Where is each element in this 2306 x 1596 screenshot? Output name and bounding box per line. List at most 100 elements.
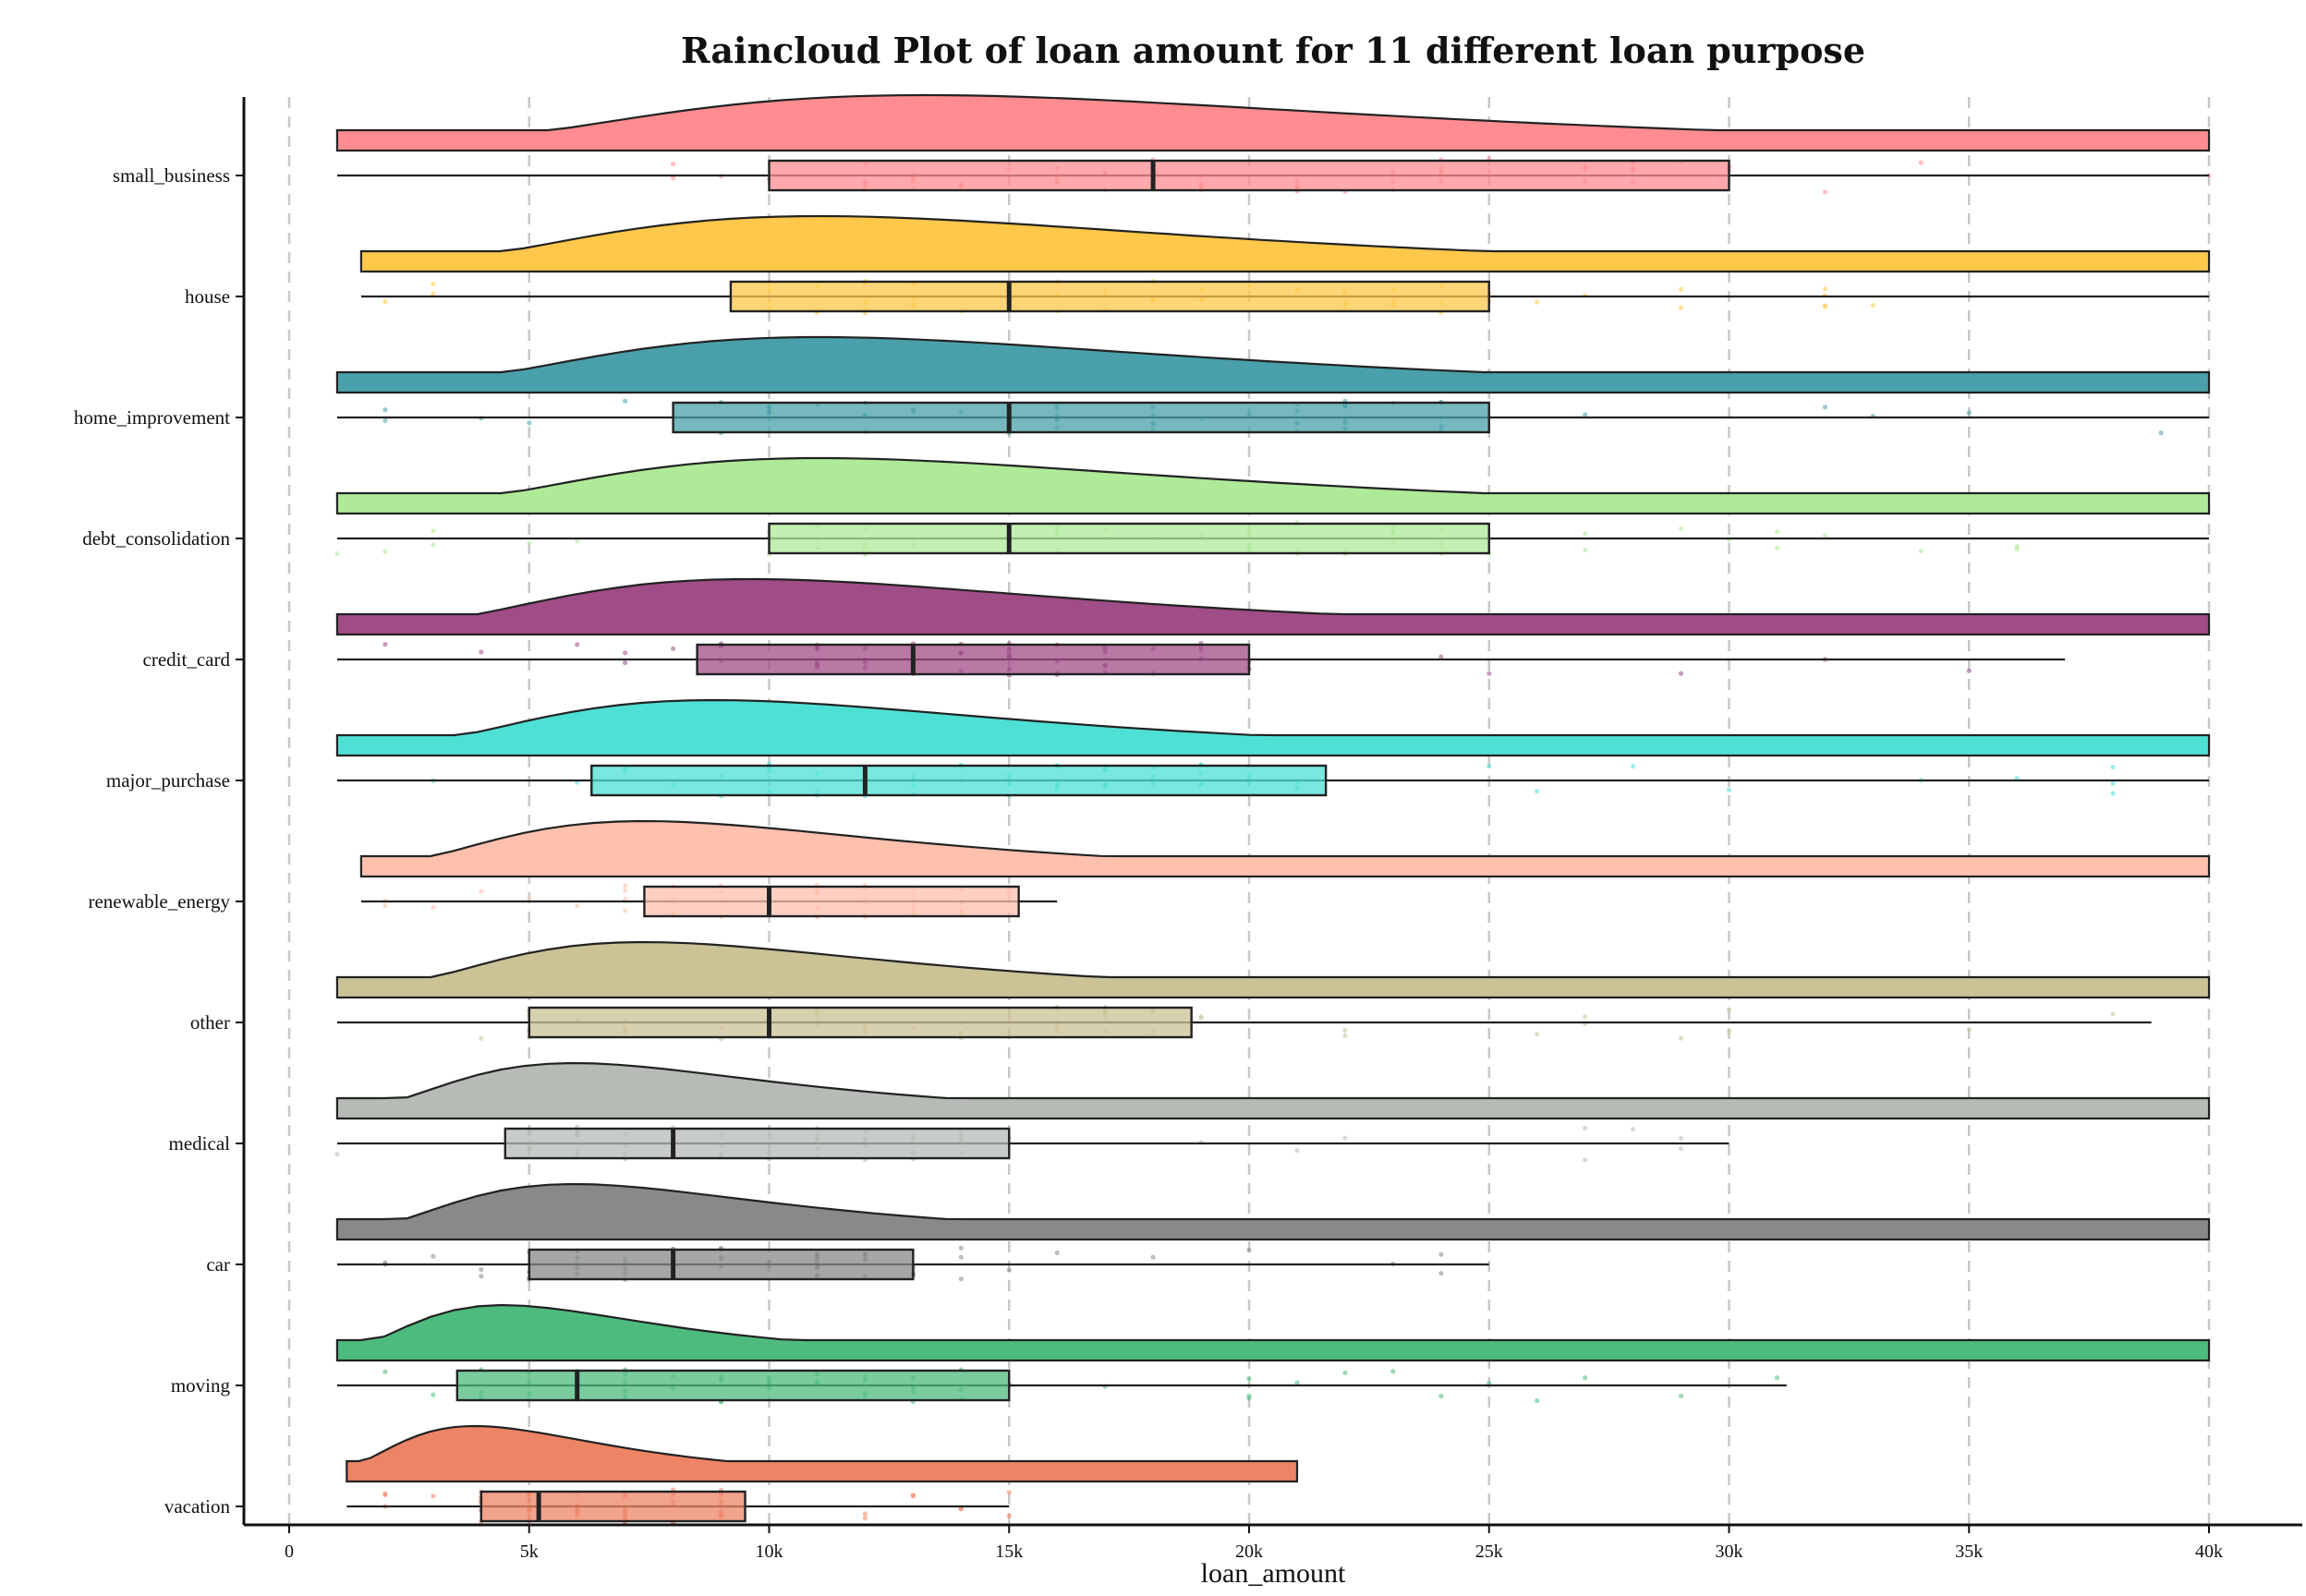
rain-point <box>1438 1394 1444 1399</box>
box-credit_card <box>696 643 1251 676</box>
rain-point <box>623 888 628 893</box>
rain-point <box>1438 654 1444 659</box>
rain-point <box>1774 1375 1780 1381</box>
density-cloud-vacation <box>346 1424 1299 1483</box>
rain-point <box>1678 286 1684 292</box>
rain-point <box>1583 412 1588 417</box>
rain-point <box>1342 1370 1348 1375</box>
rain-point <box>623 660 628 666</box>
rain-point <box>431 528 436 534</box>
rain-point <box>2158 430 2164 436</box>
rain-point <box>1246 1396 1252 1401</box>
category-label-credit_card: credit_card <box>143 648 231 671</box>
rain-point <box>382 642 388 647</box>
rain-point <box>1535 1397 1540 1404</box>
rain-point <box>431 282 436 287</box>
rain-point <box>1583 548 1588 553</box>
category-label-house: house <box>185 285 230 308</box>
rain-point <box>1294 1380 1300 1385</box>
rain-point <box>1150 1254 1156 1260</box>
box-other <box>528 1006 1193 1039</box>
rain-point <box>431 291 436 296</box>
rain-point <box>1631 1127 1636 1132</box>
rain-point <box>527 540 532 546</box>
rain-point <box>1774 545 1780 550</box>
rain-point <box>1870 302 1875 308</box>
rain-point <box>334 1152 340 1157</box>
rain-point <box>1726 1007 1732 1012</box>
box-renewable_energy <box>643 885 1020 918</box>
rain-point <box>1535 789 1540 794</box>
rain-point <box>1678 1393 1684 1398</box>
rain-point <box>2110 764 2116 770</box>
rain-point <box>1822 286 1827 292</box>
rain-point <box>1006 1513 1012 1518</box>
rain-point <box>623 908 628 913</box>
rain-point <box>1054 1250 1060 1255</box>
category-label-car: car <box>206 1253 230 1276</box>
x-tick-label-6: 30k <box>1716 1542 1743 1562</box>
density-cloud-renewable_energy <box>359 819 2211 878</box>
category-row-moving: moving <box>171 1303 2211 1405</box>
rain-point <box>1390 1369 1396 1374</box>
x-tick-label-7: 35k <box>1955 1542 1983 1562</box>
category-label-moving: moving <box>171 1374 231 1396</box>
rain-point <box>382 299 388 305</box>
rain-point <box>1342 1135 1348 1141</box>
rain-point <box>623 398 628 404</box>
category-row-vacation: vacation <box>164 1424 1299 1526</box>
category-row-renewable_energy: renewable_energy <box>88 819 2211 920</box>
rain-point <box>1726 1029 1732 1034</box>
rain-point <box>623 650 628 656</box>
rain-point <box>1583 531 1588 537</box>
x-axis-ticks: 0 5k 10k 15k 20k 25k 30k 35k 40k <box>285 1525 2223 1562</box>
x-tick-label-2: 10k <box>756 1542 783 1562</box>
rain-point <box>479 889 484 894</box>
axes <box>242 97 2302 1527</box>
density-cloud-house <box>359 214 2211 273</box>
rain-point <box>1006 1490 1012 1495</box>
rain-point <box>1583 1014 1588 1020</box>
box-vacation <box>479 1490 746 1523</box>
rain-point <box>1246 1247 1252 1252</box>
rain-point <box>382 549 388 554</box>
rain-point <box>1966 1027 1972 1033</box>
category-row-medical: medical <box>169 1061 2211 1163</box>
category-label-major_purchase: major_purchase <box>106 769 230 792</box>
rain-point <box>431 1392 436 1397</box>
rain-point <box>1342 1033 1348 1038</box>
rain-point <box>1246 1375 1252 1382</box>
box-moving <box>455 1369 1011 1402</box>
rain-point <box>1583 1125 1588 1131</box>
category-row-major_purchase: major_purchase <box>106 698 2211 799</box>
rain-point <box>1678 1146 1684 1152</box>
rain-point <box>1535 299 1540 305</box>
rain-point <box>431 1493 436 1499</box>
box-car <box>528 1248 915 1281</box>
density-cloud-car <box>335 1182 2211 1241</box>
rain-point <box>1487 763 1492 769</box>
rain-point <box>1631 764 1636 769</box>
rain-point <box>2014 543 2020 550</box>
rain-point <box>958 1505 964 1511</box>
rain-point <box>1918 160 1924 165</box>
category-label-debt_consolidation: debt_consolidation <box>82 527 230 550</box>
category-label-other: other <box>190 1011 230 1034</box>
rain-point <box>1438 1271 1444 1276</box>
rain-point <box>1918 549 1924 554</box>
rain-point <box>1822 303 1827 308</box>
density-cloud-credit_card <box>335 577 2211 636</box>
rain-point <box>1678 305 1684 310</box>
density-cloud-debt_consolidation <box>335 456 2211 515</box>
rain-point <box>958 1254 964 1260</box>
box-debt_consolidation <box>768 522 1490 555</box>
rain-point <box>910 1493 916 1498</box>
rain-point <box>527 896 532 902</box>
rain-point <box>382 1369 388 1374</box>
rain-point <box>2110 791 2116 796</box>
category-row-small_business: small_business <box>113 93 2212 195</box>
rain-point <box>575 538 580 544</box>
rain-point <box>1822 533 1827 538</box>
